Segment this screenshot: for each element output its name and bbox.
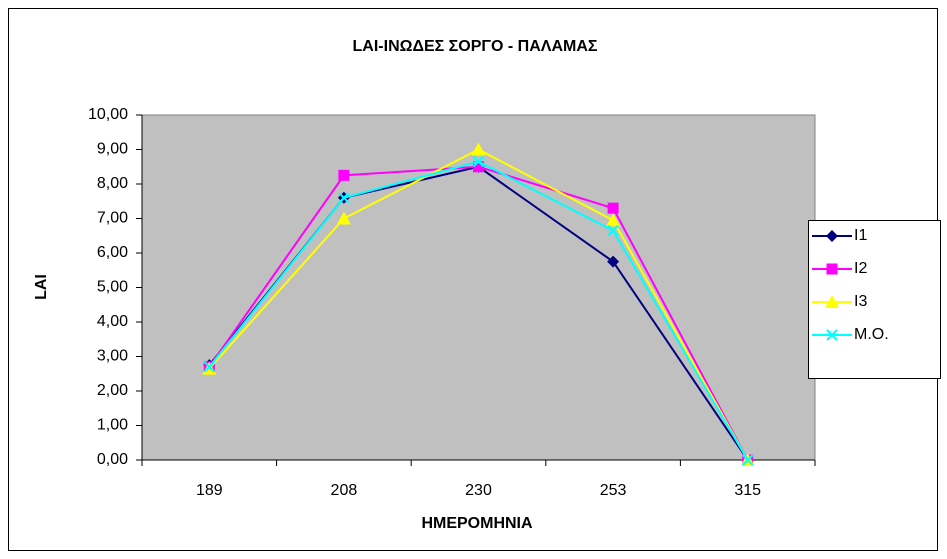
x-tick-label: 230 <box>465 482 492 499</box>
x-axis-label: ΗΜΕΡΟΜΗΝΙΑ <box>421 515 533 532</box>
y-tick-label: 2,00 <box>97 382 128 399</box>
marker <box>336 211 351 225</box>
y-tick-label: 7,00 <box>97 210 128 227</box>
y-tick-label: 1,00 <box>97 417 128 434</box>
marker <box>338 169 350 181</box>
marker <box>607 255 620 268</box>
y-tick-label: 4,00 <box>97 313 128 330</box>
y-tick-label: 8,00 <box>97 175 128 192</box>
marker <box>338 192 350 204</box>
marker <box>471 142 486 156</box>
y-tick-label: 5,00 <box>97 279 128 296</box>
marker <box>607 202 619 214</box>
legend-marker <box>826 329 838 341</box>
legend-label: I3 <box>854 293 867 310</box>
x-tick-label: 189 <box>196 482 223 499</box>
legend-marker <box>826 263 838 275</box>
legend-box <box>808 220 941 379</box>
marker <box>473 161 484 173</box>
y-tick-label: 6,00 <box>97 244 128 261</box>
chart-title: LAI-ΙΝΩΔΕΣ ΣΟΡΓΟ - ΠΑΛΑΜΑΣ <box>353 38 598 55</box>
marker <box>472 155 485 168</box>
y-tick-label: 0,00 <box>97 451 128 468</box>
legend-label: I2 <box>854 260 867 277</box>
marker <box>606 213 621 227</box>
legend-marker <box>826 230 838 242</box>
y-tick-label: 10,00 <box>88 106 128 123</box>
legend-label: M.O. <box>854 326 889 343</box>
legend-marker <box>825 295 839 308</box>
y-axis-label: LAI <box>33 274 50 300</box>
y-tick-label: 3,00 <box>97 348 128 365</box>
x-tick-label: 253 <box>600 482 627 499</box>
x-tick-label: 208 <box>331 482 358 499</box>
marker <box>741 454 754 466</box>
marker <box>203 361 216 373</box>
marker <box>607 224 619 237</box>
legend-label: I1 <box>854 227 867 244</box>
y-tick-label: 9,00 <box>97 141 128 158</box>
x-tick-label: 315 <box>734 482 761 499</box>
